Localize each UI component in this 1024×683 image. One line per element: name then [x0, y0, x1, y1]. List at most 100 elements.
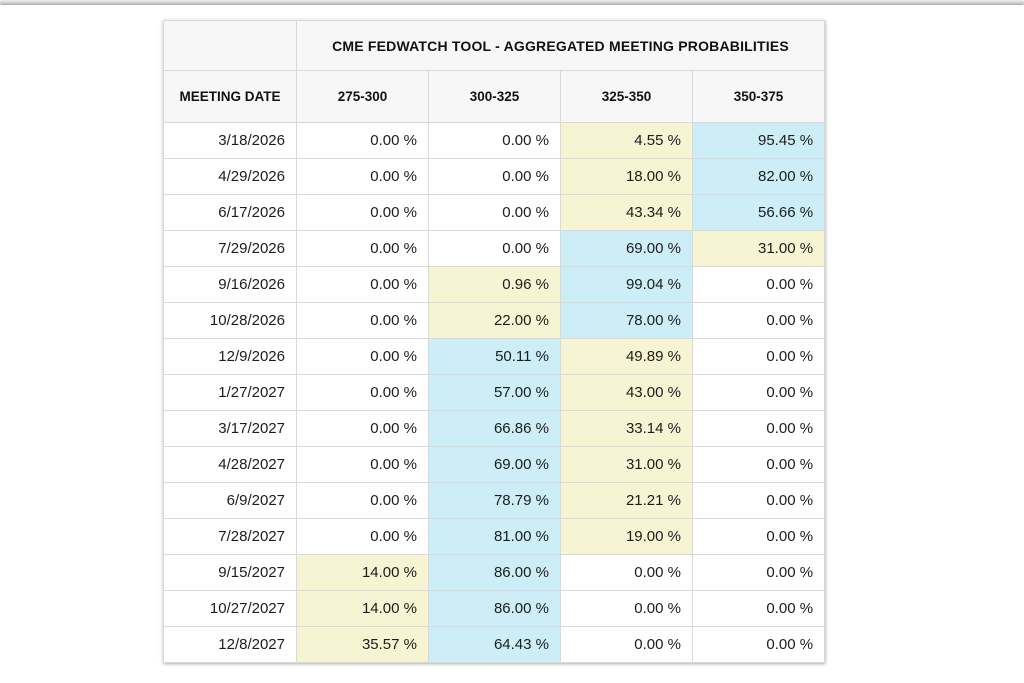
probability-cell: 31.00 %: [691, 230, 826, 267]
probability-cell: 0.00 %: [296, 266, 429, 303]
meeting-date-cell: 12/8/2027: [163, 626, 297, 663]
probability-cell: 0.00 %: [691, 374, 826, 411]
meeting-date-header: MEETING DATE: [163, 70, 297, 123]
probability-cell: 0.00 %: [296, 230, 429, 267]
probability-cell: 49.89 %: [560, 338, 693, 375]
meeting-date-cell: 7/28/2027: [163, 518, 297, 555]
probability-cell: 43.34 %: [560, 194, 693, 231]
probability-cell: 0.00 %: [296, 302, 429, 339]
table-body: 3/18/2026 0.00 % 0.00 % 4.55 % 95.45 % 4/29/2…: [163, 122, 826, 663]
probability-cell: 19.00 %: [560, 518, 693, 555]
meeting-date-cell: 3/18/2026: [163, 122, 297, 159]
meeting-date-cell: 6/17/2026: [163, 194, 297, 231]
probability-cell: 0.96 %: [428, 266, 561, 303]
probability-cell: 86.00 %: [428, 554, 561, 591]
table-row: 6/9/2027 0.00 % 78.79 % 21.21 % 0.00 %: [163, 482, 826, 519]
probability-cell: 78.79 %: [428, 482, 561, 519]
probability-cell: 0.00 %: [691, 338, 826, 375]
meeting-date-cell: 10/28/2026: [163, 302, 297, 339]
meeting-date-cell: 4/29/2026: [163, 158, 297, 195]
probability-cell: 43.00 %: [560, 374, 693, 411]
fedwatch-table: CME FEDWATCH TOOL - AGGREGATED MEETING P…: [163, 20, 826, 663]
meeting-date-cell: 9/15/2027: [163, 554, 297, 591]
column-header-row: MEETING DATE 275-300 300-325 325-350 350…: [163, 70, 826, 123]
probability-cell: 0.00 %: [296, 158, 429, 195]
probability-cell: 0.00 %: [691, 266, 826, 303]
probability-cell: 56.66 %: [691, 194, 826, 231]
probability-cell: 18.00 %: [560, 158, 693, 195]
probability-cell: 0.00 %: [296, 446, 429, 483]
title-row: CME FEDWATCH TOOL - AGGREGATED MEETING P…: [163, 20, 826, 71]
table-row: 7/29/2026 0.00 % 0.00 % 69.00 % 31.00 %: [163, 230, 826, 267]
range-header-350-375: 350-375: [691, 70, 826, 123]
meeting-date-cell: 9/16/2026: [163, 266, 297, 303]
probability-cell: 14.00 %: [296, 590, 429, 627]
probability-cell: 0.00 %: [560, 626, 693, 663]
probability-cell: 31.00 %: [560, 446, 693, 483]
table-row: 9/16/2026 0.00 % 0.96 % 99.04 % 0.00 %: [163, 266, 826, 303]
meeting-date-cell: 3/17/2027: [163, 410, 297, 447]
table-title: CME FEDWATCH TOOL - AGGREGATED MEETING P…: [295, 20, 826, 71]
table-row: 3/18/2026 0.00 % 0.00 % 4.55 % 95.45 %: [163, 122, 826, 159]
probability-cell: 0.00 %: [428, 158, 561, 195]
probability-cell: 0.00 %: [691, 518, 826, 555]
probability-cell: 0.00 %: [428, 122, 561, 159]
table-row: 3/17/2027 0.00 % 66.86 % 33.14 % 0.00 %: [163, 410, 826, 447]
probability-cell: 0.00 %: [691, 446, 826, 483]
table-row: 12/8/2027 35.57 % 64.43 % 0.00 % 0.00 %: [163, 626, 826, 663]
probability-cell: 0.00 %: [296, 122, 429, 159]
probability-cell: 0.00 %: [560, 554, 693, 591]
probability-cell: 0.00 %: [560, 590, 693, 627]
table-row: 12/9/2026 0.00 % 50.11 % 49.89 % 0.00 %: [163, 338, 826, 375]
meeting-date-cell: 7/29/2026: [163, 230, 297, 267]
window-top-edge: [0, 0, 1024, 5]
probability-cell: 0.00 %: [296, 410, 429, 447]
probability-cell: 0.00 %: [428, 194, 561, 231]
table-row: 4/29/2026 0.00 % 0.00 % 18.00 % 82.00 %: [163, 158, 826, 195]
meeting-date-cell: 6/9/2027: [163, 482, 297, 519]
table-row: 10/28/2026 0.00 % 22.00 % 78.00 % 0.00 %: [163, 302, 826, 339]
probability-cell: 81.00 %: [428, 518, 561, 555]
probability-cell: 66.86 %: [428, 410, 561, 447]
probability-cell: 0.00 %: [296, 338, 429, 375]
range-header-325-350: 325-350: [560, 70, 693, 123]
probability-cell: 33.14 %: [560, 410, 693, 447]
probability-cell: 0.00 %: [691, 626, 826, 663]
range-header-275-300: 275-300: [296, 70, 429, 123]
probability-cell: 0.00 %: [691, 410, 826, 447]
probability-cell: 57.00 %: [428, 374, 561, 411]
probability-cell: 69.00 %: [560, 230, 693, 267]
probability-cell: 50.11 %: [428, 338, 561, 375]
probability-cell: 35.57 %: [296, 626, 429, 663]
meeting-date-cell: 4/28/2027: [163, 446, 297, 483]
table-row: 10/27/2027 14.00 % 86.00 % 0.00 % 0.00 %: [163, 590, 826, 627]
probability-cell: 0.00 %: [428, 230, 561, 267]
probability-cell: 0.00 %: [296, 518, 429, 555]
probability-cell: 0.00 %: [691, 554, 826, 591]
table-row: 6/17/2026 0.00 % 0.00 % 43.34 % 56.66 %: [163, 194, 826, 231]
probability-cell: 64.43 %: [428, 626, 561, 663]
meeting-date-cell: 10/27/2027: [163, 590, 297, 627]
meeting-date-cell: 1/27/2027: [163, 374, 297, 411]
probability-cell: 14.00 %: [296, 554, 429, 591]
probability-cell: 0.00 %: [296, 374, 429, 411]
probability-table: CME FEDWATCH TOOL - AGGREGATED MEETING P…: [163, 20, 826, 663]
probability-cell: 82.00 %: [691, 158, 826, 195]
probability-cell: 0.00 %: [296, 194, 429, 231]
probability-cell: 22.00 %: [428, 302, 561, 339]
table-row: 4/28/2027 0.00 % 69.00 % 31.00 % 0.00 %: [163, 446, 826, 483]
probability-cell: 69.00 %: [428, 446, 561, 483]
range-header-300-325: 300-325: [428, 70, 561, 123]
probability-cell: 86.00 %: [428, 590, 561, 627]
table-row: 9/15/2027 14.00 % 86.00 % 0.00 % 0.00 %: [163, 554, 826, 591]
table-row: 1/27/2027 0.00 % 57.00 % 43.00 % 0.00 %: [163, 374, 826, 411]
table-row: 7/28/2027 0.00 % 81.00 % 19.00 % 0.00 %: [163, 518, 826, 555]
probability-cell: 99.04 %: [560, 266, 693, 303]
probability-cell: 4.55 %: [560, 122, 693, 159]
probability-cell: 0.00 %: [691, 482, 826, 519]
probability-cell: 78.00 %: [560, 302, 693, 339]
probability-cell: 0.00 %: [296, 482, 429, 519]
probability-cell: 21.21 %: [560, 482, 693, 519]
meeting-date-cell: 12/9/2026: [163, 338, 297, 375]
